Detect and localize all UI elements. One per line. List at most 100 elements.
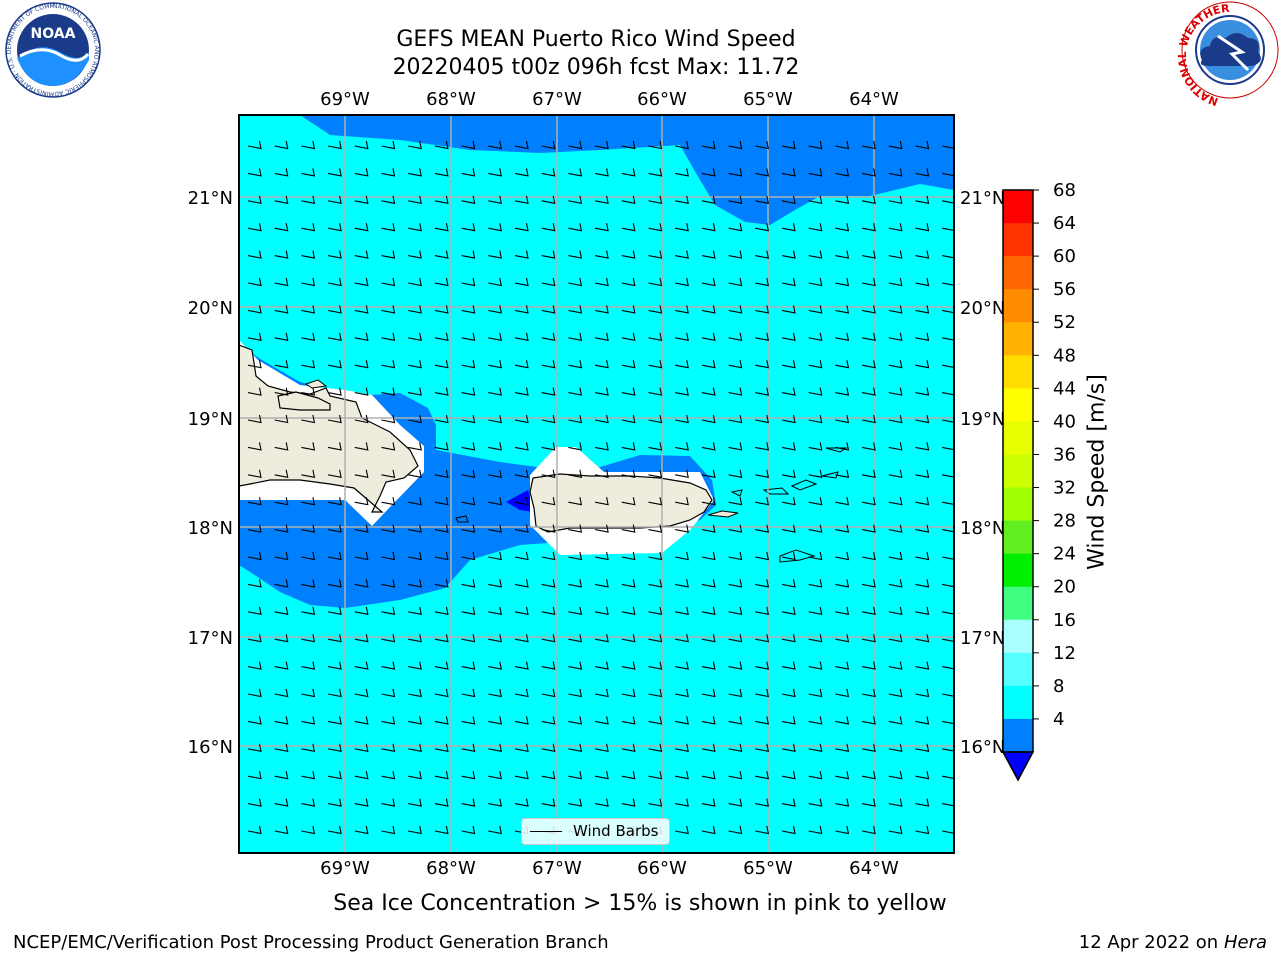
wind-barb bbox=[434, 743, 449, 752]
st-croix-island bbox=[779, 549, 816, 563]
wind-barb bbox=[942, 277, 954, 286]
wind-barb bbox=[301, 798, 316, 807]
wind-barb bbox=[274, 798, 289, 807]
wind-barb bbox=[755, 825, 769, 835]
wind-barb bbox=[728, 688, 743, 698]
wind-barb bbox=[514, 387, 529, 396]
wind-barb bbox=[755, 332, 769, 341]
wind-barb bbox=[808, 469, 823, 478]
wind-barb bbox=[594, 469, 609, 478]
lat-left-tick: 21°N bbox=[188, 188, 233, 209]
wind-barb bbox=[861, 771, 876, 780]
wind-barb bbox=[568, 524, 583, 533]
wind-barb bbox=[434, 524, 449, 533]
wind-barb bbox=[434, 414, 449, 424]
wind-barb bbox=[888, 524, 903, 533]
lon-top-tick: 65°W bbox=[743, 89, 793, 110]
wind-barb bbox=[781, 414, 796, 424]
wind-barb bbox=[888, 743, 903, 752]
wind-barb bbox=[915, 551, 930, 561]
wind-barb bbox=[755, 771, 769, 780]
wind-barb bbox=[781, 524, 796, 533]
wind-barb bbox=[701, 661, 716, 670]
wind-barb bbox=[755, 551, 769, 561]
wind-barb bbox=[461, 414, 476, 424]
wind-barb bbox=[514, 442, 529, 451]
wind-barb bbox=[461, 168, 476, 177]
wind-barb bbox=[488, 305, 502, 314]
wind-barb bbox=[621, 414, 636, 424]
wind-barb bbox=[835, 825, 850, 835]
wind-barb bbox=[781, 332, 796, 341]
lat-left-tick: 20°N bbox=[188, 298, 233, 319]
wind-barb bbox=[568, 771, 583, 780]
wind-barb bbox=[381, 250, 396, 259]
wind-barb bbox=[808, 250, 823, 259]
wind-barb bbox=[755, 579, 769, 588]
wind-barb bbox=[675, 305, 689, 314]
wind-barb bbox=[274, 414, 289, 424]
colorbar-segment bbox=[1003, 454, 1033, 489]
wind-barb bbox=[514, 140, 529, 150]
wind-barb bbox=[301, 634, 316, 643]
wind-barb bbox=[434, 579, 449, 588]
virgin-islands bbox=[762, 447, 848, 495]
wind-barb bbox=[461, 743, 476, 752]
wind-barb bbox=[568, 798, 583, 807]
wind-barb bbox=[381, 195, 396, 204]
wind-barb bbox=[835, 332, 850, 341]
wind-barb bbox=[514, 634, 529, 643]
wind-barb bbox=[808, 277, 823, 287]
colorbar-segment bbox=[1003, 190, 1033, 224]
wind-barb bbox=[621, 551, 636, 561]
wind-barb bbox=[701, 688, 716, 698]
wind-barb bbox=[648, 387, 663, 396]
wind-barb bbox=[594, 140, 609, 150]
wind-barb bbox=[434, 771, 449, 780]
wind-barb bbox=[728, 825, 743, 835]
wind-barb bbox=[594, 798, 609, 807]
wind-barb bbox=[835, 168, 850, 177]
wind-barb bbox=[541, 743, 556, 752]
footer-date-text: 12 Apr 2022 on bbox=[1078, 932, 1224, 953]
wind-barb bbox=[434, 551, 449, 561]
wind-barb bbox=[541, 250, 556, 259]
colorbar-tick-label: 36 bbox=[1053, 444, 1076, 465]
wind-barb bbox=[942, 798, 954, 807]
wind-barb bbox=[675, 771, 689, 780]
lon-bottom-tick: 66°W bbox=[637, 858, 687, 879]
wind-barb bbox=[594, 688, 609, 698]
wind-barb bbox=[434, 469, 449, 478]
wind-barb bbox=[835, 414, 850, 424]
wind-barb bbox=[675, 414, 689, 424]
wind-barb bbox=[381, 743, 396, 752]
wind-barb bbox=[701, 497, 716, 506]
wind-barb bbox=[648, 469, 663, 478]
wind-barb bbox=[594, 305, 609, 314]
wind-barb bbox=[728, 661, 743, 670]
wind-barb bbox=[621, 497, 636, 506]
wind-barb bbox=[648, 634, 663, 643]
wind-barb bbox=[327, 414, 342, 424]
wind-barb bbox=[942, 414, 954, 423]
wind-barb bbox=[648, 524, 663, 533]
wind-barb bbox=[621, 716, 636, 725]
wind-barb bbox=[514, 414, 529, 424]
wind-barb bbox=[408, 168, 422, 177]
wind-barb bbox=[301, 524, 316, 533]
wind-barb bbox=[327, 195, 342, 204]
wind-barb bbox=[915, 168, 930, 177]
wind-barb bbox=[408, 277, 422, 287]
wind-barb bbox=[942, 606, 954, 615]
colorbar-tick-label: 44 bbox=[1053, 378, 1076, 399]
wind-barb bbox=[808, 771, 823, 780]
wind-barb bbox=[648, 332, 663, 341]
wind-barb bbox=[755, 305, 769, 314]
wind-barb bbox=[755, 661, 769, 670]
wind-barb bbox=[247, 688, 262, 698]
colorbar-segment bbox=[1003, 223, 1033, 257]
lat-left-tick: 17°N bbox=[188, 628, 233, 649]
wind-barb bbox=[888, 579, 903, 588]
wind-barb bbox=[835, 716, 850, 725]
lat-right-tick: 20°N bbox=[960, 298, 1005, 319]
